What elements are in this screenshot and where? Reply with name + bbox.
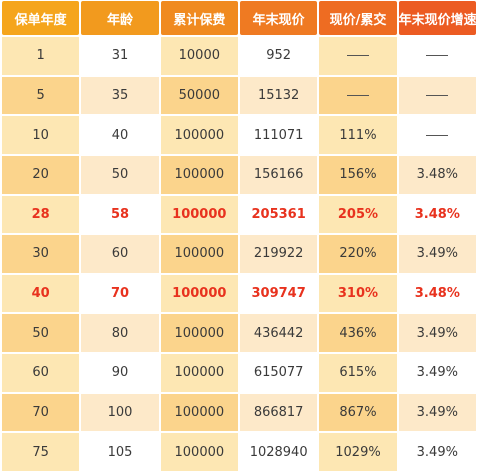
cell-year-end-cash-value: 15132 <box>239 76 318 115</box>
table-row: 5 35 50000 15132 <box>2 76 476 115</box>
cell-cumulative-premium: 100000 <box>160 155 238 194</box>
cell-year-end-cash-value: 1028940 <box>239 433 318 471</box>
cell-cash-value-ratio: 1029% <box>319 433 397 471</box>
header-cumulative-premium: 累计保费 <box>160 1 238 35</box>
header-age: 年龄 <box>81 1 159 35</box>
cell-cash-value-ratio: 156% <box>319 155 397 194</box>
cell-cash-value-ratio <box>319 37 397 75</box>
cell-cash-value-growth <box>398 116 476 154</box>
cell-policy-year: 28 <box>2 195 80 234</box>
cell-age: 100 <box>81 393 159 432</box>
cell-age: 40 <box>81 116 159 154</box>
cell-cash-value-ratio <box>319 76 397 115</box>
cell-age: 50 <box>81 155 159 194</box>
cell-age: 58 <box>81 195 159 234</box>
table-row: 60 90 100000 615077 615% 3.49% <box>2 354 476 392</box>
cell-year-end-cash-value: 615077 <box>239 354 318 392</box>
cell-cash-value-growth: 3.48% <box>398 155 476 194</box>
cell-cumulative-premium: 100000 <box>160 195 238 234</box>
header-policy-year: 保单年度 <box>2 1 80 35</box>
cell-policy-year: 10 <box>2 116 80 154</box>
cell-policy-year: 60 <box>2 354 80 392</box>
table-row: 30 60 100000 219922 220% 3.49% <box>2 235 476 273</box>
cell-year-end-cash-value: 952 <box>239 37 318 75</box>
table-row: 75 105 100000 1028940 1029% 3.49% <box>2 433 476 471</box>
header-cash-value-growth: 年末现价增速 <box>398 1 476 35</box>
table-row: 10 40 100000 111071 111% <box>2 116 476 154</box>
table-row: 40 70 100000 309747 310% 3.48% <box>2 274 476 313</box>
cell-age: 90 <box>81 354 159 392</box>
empty-value-dash <box>426 134 449 136</box>
cell-cash-value-growth: 3.49% <box>398 235 476 273</box>
cell-policy-year: 1 <box>2 37 80 75</box>
cell-policy-year: 20 <box>2 155 80 194</box>
table-header-row: 保单年度 年龄 累计保费 年末现价 现价/累交 年末现价增速 <box>2 1 476 35</box>
cell-policy-year: 75 <box>2 433 80 471</box>
header-cash-value-ratio: 现价/累交 <box>319 1 397 35</box>
cell-cash-value-ratio: 436% <box>319 314 397 352</box>
cell-cumulative-premium: 100000 <box>160 116 238 154</box>
table-body: 1 31 10000 952 5 35 50000 15132 10 40 100000 111071… <box>2 37 476 471</box>
cell-cash-value-growth: 3.48% <box>398 195 476 234</box>
cell-policy-year: 30 <box>2 235 80 273</box>
cell-cash-value-ratio: 220% <box>319 235 397 273</box>
cell-policy-year: 5 <box>2 76 80 115</box>
table-row: 70 100 100000 866817 867% 3.49% <box>2 393 476 432</box>
cell-year-end-cash-value: 219922 <box>239 235 318 273</box>
cell-age: 105 <box>81 433 159 471</box>
cell-cash-value-ratio: 310% <box>319 274 397 313</box>
cell-cash-value-growth: 3.48% <box>398 274 476 313</box>
cell-cumulative-premium: 100000 <box>160 393 238 432</box>
empty-value-dash <box>346 94 369 96</box>
empty-value-dash <box>426 94 449 96</box>
cell-policy-year: 50 <box>2 314 80 352</box>
cell-cumulative-premium: 100000 <box>160 274 238 313</box>
cell-age: 60 <box>81 235 159 273</box>
cell-age: 80 <box>81 314 159 352</box>
cell-cash-value-growth: 3.49% <box>398 354 476 392</box>
table-row: 1 31 10000 952 <box>2 37 476 75</box>
cell-policy-year: 70 <box>2 393 80 432</box>
empty-value-dash <box>426 55 449 57</box>
cell-year-end-cash-value: 205361 <box>239 195 318 234</box>
cell-cash-value-growth <box>398 76 476 115</box>
cell-age: 35 <box>81 76 159 115</box>
cell-cumulative-premium: 100000 <box>160 235 238 273</box>
cell-year-end-cash-value: 309747 <box>239 274 318 313</box>
table-row: 28 58 100000 205361 205% 3.48% <box>2 195 476 234</box>
cell-cash-value-ratio: 111% <box>319 116 397 154</box>
cell-age: 31 <box>81 37 159 75</box>
cell-year-end-cash-value: 866817 <box>239 393 318 432</box>
cell-cash-value-ratio: 205% <box>319 195 397 234</box>
cell-cumulative-premium: 100000 <box>160 433 238 471</box>
cell-cash-value-ratio: 867% <box>319 393 397 432</box>
table-row: 50 80 100000 436442 436% 3.49% <box>2 314 476 352</box>
cell-cumulative-premium: 100000 <box>160 354 238 392</box>
cell-year-end-cash-value: 156166 <box>239 155 318 194</box>
cell-age: 70 <box>81 274 159 313</box>
cell-cash-value-growth <box>398 37 476 75</box>
empty-value-dash <box>346 55 369 57</box>
cell-cash-value-growth: 3.49% <box>398 433 476 471</box>
cell-cumulative-premium: 10000 <box>160 37 238 75</box>
table-row: 20 50 100000 156166 156% 3.48% <box>2 155 476 194</box>
cell-cumulative-premium: 50000 <box>160 76 238 115</box>
cell-cash-value-ratio: 615% <box>319 354 397 392</box>
cell-cash-value-growth: 3.49% <box>398 314 476 352</box>
cell-cumulative-premium: 100000 <box>160 314 238 352</box>
cell-policy-year: 40 <box>2 274 80 313</box>
cell-cash-value-growth: 3.49% <box>398 393 476 432</box>
cell-year-end-cash-value: 111071 <box>239 116 318 154</box>
cell-year-end-cash-value: 436442 <box>239 314 318 352</box>
header-year-end-cash-value: 年末现价 <box>239 1 318 35</box>
